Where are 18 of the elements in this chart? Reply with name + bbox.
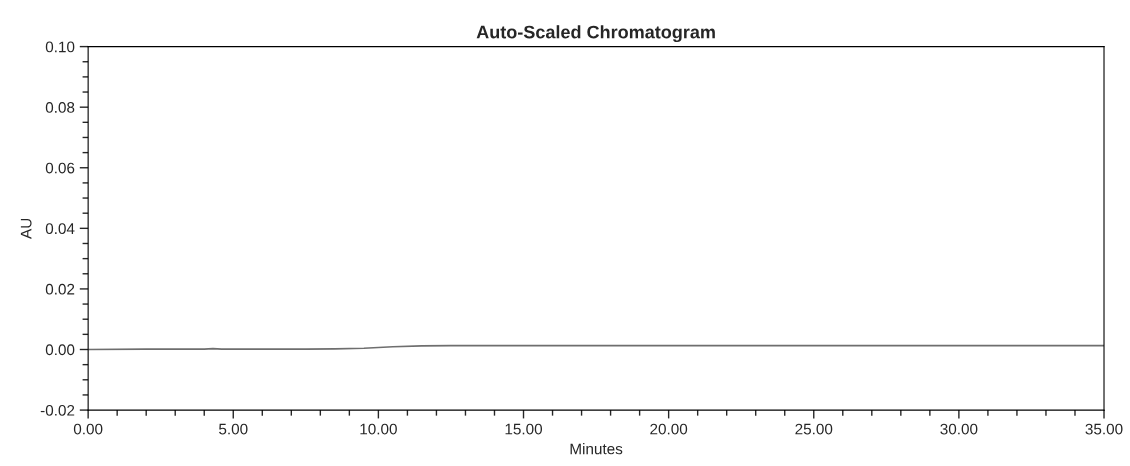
x-tick-label: 35.00: [1085, 423, 1123, 435]
y-tick-label: 0.06: [45, 162, 75, 174]
chart-title: Auto-Scaled Chromatogram: [476, 25, 715, 43]
x-tick-label: 0.00: [73, 423, 103, 435]
y-tick-label: 0.02: [45, 283, 75, 295]
y-axis-title: AU: [20, 218, 32, 239]
y-tick-label: 0.00: [45, 344, 75, 356]
y-tick-label: 0.04: [45, 223, 75, 235]
x-tick-label: 15.00: [505, 423, 543, 435]
x-tick-label: 5.00: [219, 423, 248, 435]
x-tick-label: 25.00: [795, 423, 833, 435]
y-tick-label: 0.08: [45, 102, 75, 113]
y-tick-label: 0.10: [45, 41, 75, 53]
y-tick-label: -0.02: [40, 404, 75, 416]
x-tick-label: 10.00: [360, 423, 397, 435]
x-tick-label: 20.00: [650, 423, 688, 435]
x-tick-label: 30.00: [940, 423, 978, 435]
x-axis-title: Minutes: [570, 443, 623, 455]
